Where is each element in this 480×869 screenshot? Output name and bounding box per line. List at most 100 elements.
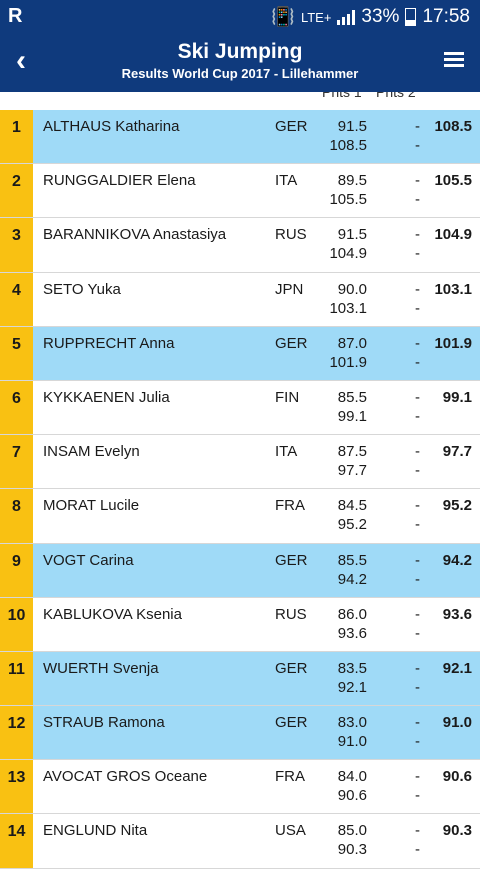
jump1-total: 108.5 — [329, 137, 367, 154]
table-row[interactable]: 13 AVOCAT GROS Oceane FRA 84.0 90.6- -90.6 — [0, 760, 480, 815]
jump2-points: - — [415, 497, 420, 515]
nation-code: RUS — [275, 226, 307, 244]
nation-code: GER — [275, 659, 308, 677]
jump2-total: - — [415, 462, 420, 480]
total-points: 105.5 — [434, 172, 472, 190]
athlete-name: KABLUKOVA Ksenia — [43, 605, 182, 623]
rank-cell: 13 — [0, 760, 33, 814]
athlete-name: BARANNIKOVA Anastasiya — [43, 226, 227, 244]
table-row[interactable]: 1 ALTHAUS Katharina GER 91.5 108.5- -108.5 — [0, 110, 480, 165]
jump1-total: 99.1 — [337, 407, 367, 425]
jump1-points: 85.5 — [337, 551, 367, 569]
battery-percent: 33% — [361, 6, 400, 27]
jump1-points: 89.5 — [337, 172, 367, 190]
rank-cell: 9 — [0, 543, 33, 597]
nation-code: GER — [275, 118, 308, 135]
jump1-points: 91.5 — [337, 226, 367, 244]
jump2-points: - — [415, 226, 420, 244]
jump2-total: - — [415, 678, 420, 696]
column-header: Pnts 1 Pnts 2 — [0, 90, 480, 112]
table-row[interactable]: 5 RUPPRECHT Anna GER 87.0 101.9- -101.9 — [0, 326, 480, 381]
jump1-points: 91.5 — [337, 118, 367, 135]
jump2-total: - — [415, 191, 420, 209]
rank-cell: 10 — [0, 597, 33, 651]
jump1-points: 85.0 — [337, 822, 367, 840]
table-row[interactable]: 4 SETO Yuka JPN 90.0 103.1- -103.1 — [0, 272, 480, 327]
jump2-total: - — [415, 787, 420, 805]
total-points: 95.2 — [442, 497, 472, 515]
status-bar: R 📳 LTE+ 33% 17:58 — [0, 0, 480, 32]
athlete-name: RUNGGALDIER Elena — [43, 172, 196, 190]
jump1-total: 105.5 — [329, 191, 367, 209]
nation-code: RUS — [275, 605, 307, 623]
total-points: 90.3 — [442, 822, 472, 840]
network-type: LTE+ — [300, 9, 332, 25]
table-row[interactable]: 2 RUNGGALDIER Elena ITA 89.5 105.5- -105.5 — [0, 164, 480, 219]
table-row[interactable]: 3 BARANNIKOVA Anastasiya RUS 91.5 104.9- -104… — [0, 218, 480, 273]
jump1-points: 84.5 — [337, 497, 367, 515]
total-points: 94.2 — [442, 551, 472, 569]
total-points: 101.9 — [434, 334, 472, 352]
nation-code: FRA — [275, 768, 305, 786]
status-icons: 📳 LTE+ 33% 17:58 — [271, 5, 470, 29]
jump1-total: 104.9 — [329, 245, 367, 263]
table-row[interactable]: 11 WUERTH Svenja GER 83.5 92.1- -92.1 — [0, 651, 480, 707]
app-notification-icon: R — [8, 5, 23, 27]
jump1-points: 83.5 — [337, 659, 367, 677]
jump2-total: - — [415, 353, 420, 371]
clock: 17:58 — [422, 6, 470, 27]
rank-cell: 2 — [0, 164, 33, 218]
jump2-points: - — [415, 172, 420, 190]
jump2-total: - — [415, 407, 420, 425]
athlete-name: VOGT Carina — [43, 551, 134, 569]
back-arrow-icon[interactable]: ‹ — [16, 44, 26, 77]
jump1-total: 92.1 — [337, 678, 367, 696]
nation-code: JPN — [275, 280, 304, 298]
table-row[interactable]: 6 KYKKAENEN Julia FIN 85.5 99.1- -99.1 — [0, 380, 480, 436]
jump1-total: 101.9 — [329, 353, 367, 371]
rank-cell: 12 — [0, 706, 33, 760]
jump2-total: - — [415, 137, 420, 154]
jump1-total: 95.2 — [337, 516, 367, 534]
jump1-total: 90.3 — [337, 841, 367, 859]
rank-cell: 5 — [0, 326, 33, 380]
jump1-points: 86.0 — [337, 605, 367, 623]
rank-cell: 8 — [0, 489, 33, 543]
hamburger-menu-icon[interactable] — [444, 52, 464, 68]
jump2-total: - — [415, 733, 420, 751]
jump2-points: - — [415, 280, 420, 298]
athlete-name: ALTHAUS Katharina — [43, 118, 180, 135]
nation-code: GER — [275, 551, 308, 569]
jump2-total: - — [415, 570, 420, 588]
table-row[interactable]: 14 ENGLUND Nita USA 85.0 90.3- -90.3 — [0, 814, 480, 869]
jump1-points: 85.5 — [337, 388, 367, 406]
athlete-name: KYKKAENEN Julia — [43, 388, 170, 406]
jump1-total: 90.6 — [337, 787, 367, 805]
jump2-points: - — [415, 822, 420, 840]
results-list[interactable]: 1 ALTHAUS Katharina GER 91.5 108.5- -108.5 2 RU… — [0, 110, 480, 869]
col-pnts2: Pnts 2 — [376, 90, 416, 100]
rank-cell: 4 — [0, 272, 33, 326]
jump2-points: - — [415, 768, 420, 786]
jump2-total: - — [415, 841, 420, 859]
table-row[interactable]: 9 VOGT Carina GER 85.5 94.2- -94.2 — [0, 543, 480, 598]
total-points: 97.7 — [442, 443, 472, 461]
table-row[interactable]: 12 STRAUB Ramona GER 83.0 91.0- -91.0 — [0, 706, 480, 761]
total-points: 93.6 — [442, 605, 472, 623]
nation-code: FIN — [275, 388, 300, 406]
athlete-name: ENGLUND Nita — [43, 822, 148, 840]
app-bar: ‹ Ski Jumping Results World Cup 2017 - L… — [0, 32, 480, 90]
athlete-name: WUERTH Svenja — [43, 659, 159, 677]
table-row[interactable]: 8 MORAT Lucile FRA 84.5 95.2- -95.2 — [0, 489, 480, 544]
rank-cell: 11 — [0, 651, 33, 706]
rank-cell: 1 — [0, 110, 33, 164]
athlete-name: STRAUB Ramona — [43, 714, 165, 732]
rank-cell: 3 — [0, 218, 33, 272]
nation-code: FRA — [275, 497, 305, 515]
table-row[interactable]: 7 INSAM Evelyn ITA 87.5 97.7- -97.7 — [0, 435, 480, 490]
signal-icon — [337, 9, 356, 25]
table-row[interactable]: 10 KABLUKOVA Ksenia RUS 86.0 93.6- -93.6 — [0, 597, 480, 652]
total-points: 92.1 — [442, 659, 472, 677]
jump2-points: - — [415, 605, 420, 623]
jump1-total: 103.1 — [329, 299, 367, 317]
